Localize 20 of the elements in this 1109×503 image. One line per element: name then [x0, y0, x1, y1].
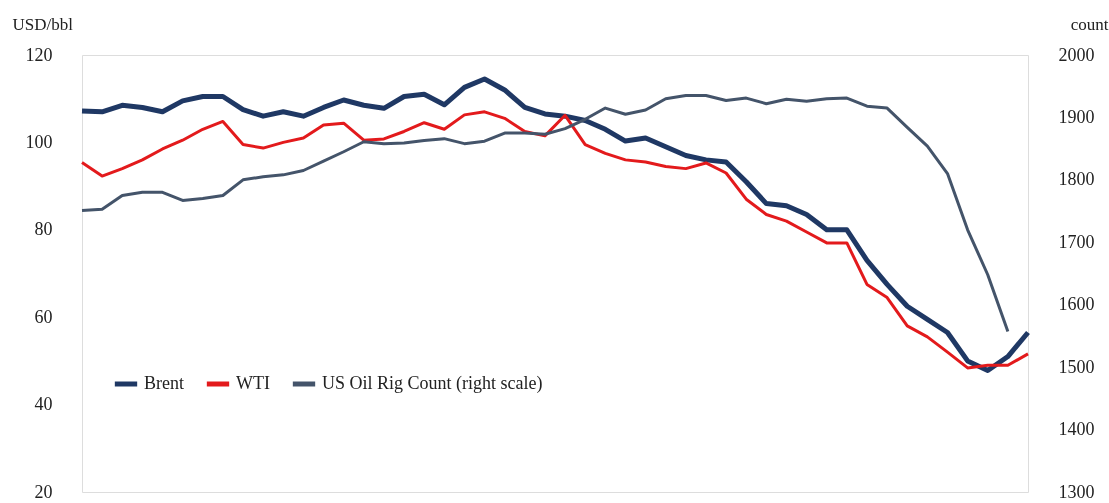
y2-tick-label: 1900 [1058, 106, 1095, 127]
y2-tick-label: 1600 [1058, 294, 1095, 315]
y-axis-title: USD/bbl [12, 14, 74, 34]
y-tick-label: 60 [34, 306, 53, 327]
legend-label: WTI [236, 373, 270, 393]
y-tick-label: 120 [25, 44, 53, 65]
y-tick-label: 20 [34, 481, 53, 502]
line-series [80, 94, 1010, 334]
y-tick-label: 100 [25, 131, 53, 152]
y2-tick-label: 2000 [1058, 44, 1095, 65]
legend-label: US Oil Rig Count (right scale) [322, 373, 543, 394]
y2-tick-label: 1300 [1058, 481, 1095, 502]
y2-axis-title: count [1070, 14, 1109, 34]
y-tick-label: 40 [34, 394, 53, 415]
y-tick-label: 80 [34, 219, 53, 240]
y2-tick-label: 1700 [1058, 231, 1095, 252]
y2-tick-label: 1800 [1058, 169, 1095, 190]
y2-tick-label: 1500 [1058, 356, 1095, 377]
legend-label: Brent [144, 373, 184, 393]
y2-tick-label: 1400 [1058, 419, 1095, 440]
